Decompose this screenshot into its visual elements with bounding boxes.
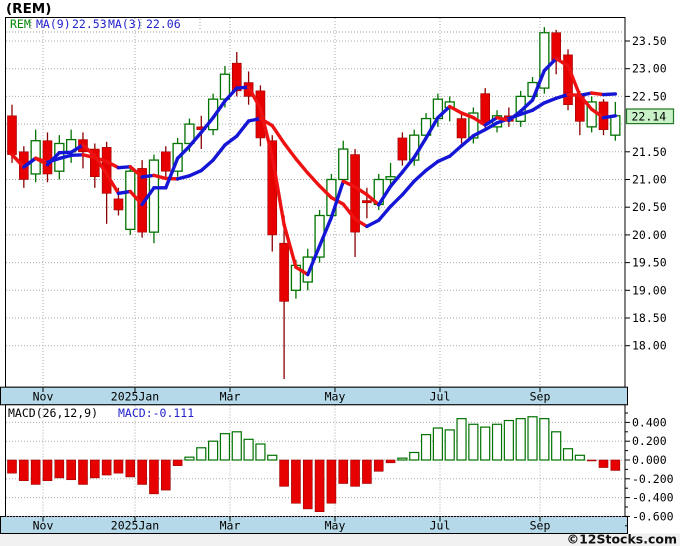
price-axis: 23.50 23.00 22.50 21.50 21.00 20.50 20.00 19.50… [625,34,667,353]
footer-strip [0,533,680,546]
price-tick-label: 18.00 [632,339,667,353]
month-label: Jul [430,518,451,532]
price-pane [5,17,626,388]
legend-ma3-value: 22.06 [146,17,181,31]
month-label: Sep [530,518,551,532]
legend-ma9-value: 22.53 [72,17,107,31]
legend-ma3-label: MA(3) [108,17,143,31]
price-tick-label: 22.50 [632,89,667,103]
price-tick-label: 20.00 [632,228,667,242]
macd-tick-label: -0.200 [632,472,674,486]
legend-ma9-label: MA(9) [36,17,71,31]
chart-title: (REM) [6,1,51,17]
current-price-box: 22.14 [625,108,675,125]
month-label: Sep [530,389,551,403]
macd-legend-label: MACD(26,12,9) [8,406,98,420]
month-label: 2025Jan [111,389,159,403]
legend-symbol: REM [10,17,31,31]
watermark: ©12Stocks.com [567,532,677,546]
price-tick-label: 19.00 [632,283,667,297]
macd-tick-label: 0.000 [632,453,667,467]
month-labels: Nov Nov 2025Jan 2025Jan Mar Mar May May Jul Jul Se… [33,387,551,532]
price-tick-label: 23.50 [632,34,667,48]
macd-tick-label: -0.600 [632,509,674,523]
month-label: Nov [33,518,54,532]
price-tick-label: 19.50 [632,256,667,270]
macd-histogram-bars [7,416,621,513]
month-label: May [325,518,346,532]
price-tick-label: 20.50 [632,200,667,214]
month-label: Mar [220,518,241,532]
price-tick-label: 21.50 [632,145,667,159]
macd-legend-value: MACD:-0.111 [118,406,194,420]
time-axis-band-lower [0,516,628,534]
month-label: Mar [220,389,241,403]
price-tick-label: 18.50 [632,311,667,325]
month-label: Nov [33,389,54,403]
macd-pane-legend: MACD(26,12,9) MACD:-0.111 [8,406,194,420]
price-pane-legend: REM MA(9) 22.53 MA(3) 22.06 [6,17,624,33]
current-price-label: 22.14 [632,109,667,123]
month-label: 2025Jan [111,518,159,532]
month-label: May [325,389,346,403]
moving-average-lines [10,56,618,277]
macd-tick-label: 0.200 [632,434,667,448]
month-label: Jul [430,389,451,403]
macd-axis: 0.400 0.200 0.000 -0.200 -0.400 -0.600 [625,412,674,527]
price-tick-label: 21.00 [632,173,667,187]
macd-tick-label: -0.400 [632,491,674,505]
price-tick-label: 23.00 [632,62,667,76]
macd-tick-label: 0.400 [632,415,667,429]
